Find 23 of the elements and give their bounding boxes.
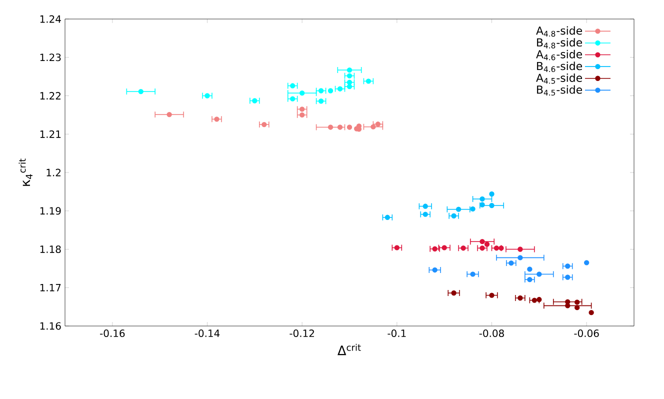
y-tick-label: 1.22 (40, 92, 60, 100)
y-tick-label: 1.24 (40, 15, 61, 23)
x-tick-label: -0.12 (290, 330, 314, 338)
y-tick-label: 1.23 (40, 54, 61, 62)
legend-label: B$_{4.5}$-side (537, 85, 582, 96)
y-tick-label: 1.21 (40, 130, 61, 138)
y-tick-label: 1.17 (40, 284, 61, 292)
y-axis-title: κ$_{4}$crit (18, 158, 32, 186)
y-tick-label: 1.19 (40, 207, 61, 215)
x-tick-label: -0.1 (388, 330, 406, 338)
legend-label: B$_{4.8}$-side (537, 38, 582, 48)
y-tick-label: 1.18 (40, 245, 61, 254)
x-tick-label: -0.08 (479, 330, 504, 338)
x-axis-title: Δ$^{crit}$ (338, 344, 361, 356)
legend-label: B$_{4.6}$-side (537, 62, 582, 72)
legend-label: A$_{4.5}$-side (536, 73, 582, 84)
legend-label: A$_{4.6}$-side (536, 50, 582, 60)
x-tick-label: -0.14 (194, 330, 220, 338)
x-tick-label: -0.06 (574, 330, 599, 338)
y-tick-label: 1.16 (40, 322, 61, 330)
y-tick-label: 1.2 (46, 168, 60, 176)
legend-label: A$_{4.8}$-side (536, 26, 582, 37)
x-tick-label: -0.16 (100, 330, 125, 338)
